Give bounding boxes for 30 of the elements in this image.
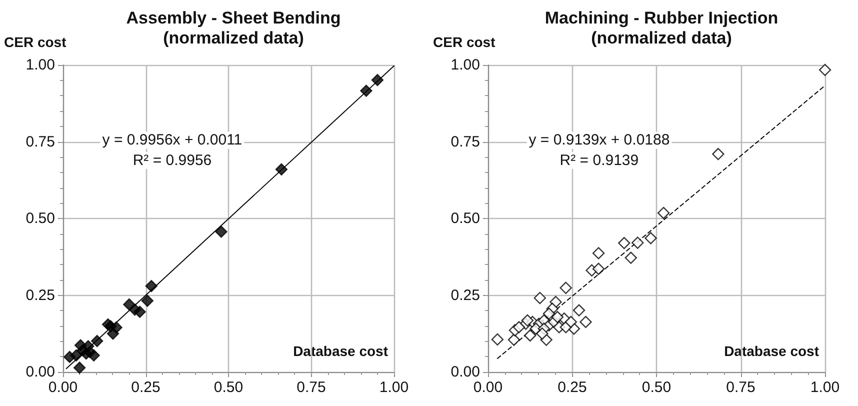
y-tick-label: 1.00 bbox=[26, 56, 55, 74]
y-tick-label: 0.25 bbox=[26, 286, 55, 304]
x-tick-label: 1.00 bbox=[379, 379, 409, 396]
x-tick-label: 0.25 bbox=[131, 379, 160, 396]
y-tick-label: 0.00 bbox=[26, 364, 55, 380]
x-tick-label: 0.50 bbox=[214, 379, 244, 396]
x-tick-label: 1.00 bbox=[810, 379, 840, 396]
x-tick-label: 0.00 bbox=[473, 379, 503, 396]
y-tick-label: 0.50 bbox=[450, 210, 480, 227]
x-axis-title: Database cost bbox=[293, 343, 388, 359]
chart-title: Machining - Rubber Injection (normalized data) bbox=[544, 8, 778, 48]
y-tick-label: 0.75 bbox=[450, 133, 480, 150]
x-axis-title: Database cost bbox=[724, 343, 820, 359]
x-tick-label: 0.25 bbox=[558, 379, 587, 396]
chart-title: Assembly - Sheet Bending (normalized data) bbox=[126, 8, 341, 48]
annotation: R² = 0.9956 bbox=[132, 152, 212, 169]
annotation: y = 0.9139x + 0.0188 bbox=[528, 132, 670, 149]
y-axis-title: CER cost bbox=[433, 34, 496, 50]
y-tick-label: 0.50 bbox=[26, 210, 55, 227]
annotation: R² = 0.9139 bbox=[560, 152, 639, 169]
y-axis-title: CER cost bbox=[4, 34, 67, 50]
y-tick-label: 1.00 bbox=[450, 56, 480, 74]
x-tick-label: 0.75 bbox=[296, 379, 326, 396]
y-tick-label: 0.75 bbox=[26, 133, 55, 150]
x-tick-label: 0.00 bbox=[48, 379, 78, 396]
annotation: y = 0.9956x + 0.0011 bbox=[102, 132, 242, 149]
x-tick-label: 0.75 bbox=[726, 379, 756, 396]
x-tick-label: 0.50 bbox=[642, 379, 672, 396]
y-tick-label: 0.25 bbox=[450, 286, 480, 304]
y-tick-label: 0.00 bbox=[450, 364, 480, 380]
